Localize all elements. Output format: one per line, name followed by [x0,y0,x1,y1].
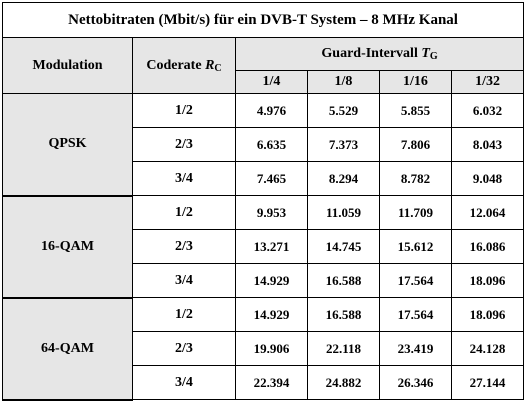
coderate-cell: 3/4 [132,365,236,400]
value-cell: 7.465 [235,161,308,196]
coderate-cell: 1/2 [132,195,236,230]
table-row: 3/4 14.929 16.588 17.564 18.096 [3,263,525,298]
value-cell: 8.043 [450,127,525,162]
header-modulation: Modulation [2,37,133,94]
value-cell: 9.048 [450,161,525,196]
coderate-cell: 3/4 [132,263,236,298]
value-cell: 18.096 [450,263,525,298]
value-cell: 24.128 [450,331,525,366]
header-coderate: Coderate RC [132,37,236,94]
table-row: 3/4 7.465 8.294 8.782 9.048 [3,161,525,196]
value-cell: 8.782 [379,161,452,196]
value-cell: 11.059 [307,195,380,230]
value-cell: 14.929 [235,263,308,298]
value-cell: 16.086 [450,229,525,264]
header-guard-value: 1/8 [307,70,380,94]
value-cell: 7.373 [307,127,380,162]
table-row: 64-QAM 1/2 14.929 16.588 17.564 18.096 [2,297,525,401]
header-guard-subscript: G [429,51,438,62]
header-guard-value: 1/16 [379,70,452,94]
table-row: 2/3 6.635 7.373 7.806 8.043 [3,127,525,162]
value-cell: 9.953 [235,195,308,230]
value-cell: 19.906 [235,331,308,366]
value-cell: 7.806 [379,127,452,162]
table-row: 3/4 22.394 24.882 26.346 27.144 [3,365,525,400]
modulation-cell: QPSK [2,93,133,197]
header-coderate-label: Coderate [146,57,202,73]
value-cell: 16.588 [307,297,380,332]
value-cell: 6.635 [235,127,308,162]
coderate-cell: 3/4 [132,161,236,196]
header-guard-value: 1/4 [235,70,308,94]
value-cell: 4.976 [235,93,308,128]
header-coderate-subscript: C [214,62,222,74]
header-coderate-symbol: R [205,57,215,73]
table-title: Nettobitraten (Mbit/s) für ein DVB-T Sys… [1,2,525,38]
header-guard-label: Guard-Intervall [321,46,418,61]
value-cell: 26.346 [379,365,452,400]
value-cell: 17.564 [379,297,452,332]
table-row: QPSK 1/2 4.976 5.529 5.855 6.032 [2,93,525,197]
modulation-cell: 16-QAM [2,195,133,299]
value-cell: 27.144 [450,365,525,400]
value-cell: 14.929 [235,297,308,332]
value-cell: 16.588 [307,263,380,298]
value-cell: 15.612 [379,229,452,264]
value-cell: 12.064 [450,195,525,230]
coderate-cell: 1/2 [132,297,236,332]
value-cell: 6.032 [450,93,525,128]
header-guard-interval: Guard-Intervall TG [234,37,525,71]
value-cell: 24.882 [307,365,380,400]
value-cell: 14.745 [307,229,380,264]
value-cell: 22.394 [235,365,308,400]
table-row: 16-QAM 1/2 9.953 11.059 11.709 12.064 [2,195,525,299]
table-row: 2/3 19.906 22.118 23.419 24.128 [3,331,525,366]
coderate-cell: 2/3 [132,229,236,264]
value-cell: 11.709 [379,195,452,230]
value-cell: 17.564 [379,263,452,298]
modulation-cell: 64-QAM [2,297,133,401]
value-cell: 18.096 [450,297,525,332]
coderate-cell: 2/3 [132,127,236,162]
value-cell: 22.118 [307,331,380,366]
value-cell: 5.529 [307,93,380,128]
value-cell: 5.855 [379,93,452,128]
coderate-cell: 2/3 [132,331,236,366]
header-guard-value: 1/32 [450,70,525,94]
header-guard-symbol: T [421,46,430,61]
value-cell: 23.419 [379,331,452,366]
coderate-cell: 1/2 [132,93,236,128]
value-cell: 13.271 [235,229,308,264]
table-row: 2/3 13.271 14.745 15.612 16.086 [3,229,525,264]
value-cell: 8.294 [307,161,380,196]
